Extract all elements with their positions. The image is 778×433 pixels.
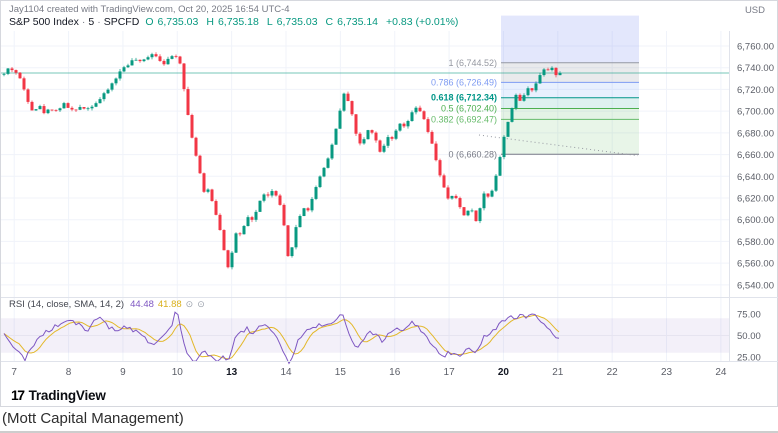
svg-text:6,580.00: 6,580.00 — [737, 237, 774, 248]
svg-text:7: 7 — [11, 367, 17, 378]
symbol-name[interactable]: S&P 500 Index — [9, 16, 79, 28]
attribution-line: Jay1104 created with TradingView.com, Oc… — [9, 4, 290, 15]
fib-retracement-overlay — [501, 15, 639, 155]
svg-text:6,700.00: 6,700.00 — [737, 107, 774, 118]
high-value: H 6,735.18 — [206, 16, 259, 28]
svg-text:6,620.00: 6,620.00 — [737, 193, 774, 204]
svg-text:6,680.00: 6,680.00 — [737, 128, 774, 139]
tradingview-logo-icon[interactable]: 17 — [11, 387, 25, 403]
separator-dot: · — [97, 16, 101, 28]
svg-text:13: 13 — [226, 367, 238, 378]
chart-card: 1 (6,744.52) 0.786 (6,726.49) 0.618 (6,712… — [0, 0, 778, 407]
currency-label: USD — [744, 5, 765, 16]
svg-text:1 (6,744.52): 1 (6,744.52) — [448, 58, 497, 68]
svg-text:15: 15 — [335, 367, 347, 378]
svg-text:21: 21 — [552, 367, 564, 378]
ohlc-values: O 6,735.03 H 6,735.18 L 6,735.03 C 6,735.14 +0.8… — [145, 16, 462, 28]
svg-text:8: 8 — [66, 367, 72, 378]
candles — [2, 52, 562, 270]
rsi-legend: RSI (14, close, SMA, 14, 2) 44.48 41.88 ⊙ ⊙ — [9, 299, 205, 310]
svg-text:0.786 (6,726.49): 0.786 (6,726.49) — [431, 77, 497, 87]
svg-text:6,720.00: 6,720.00 — [737, 85, 774, 96]
svg-text:0.618 (6,712.34): 0.618 (6,712.34) — [431, 93, 497, 103]
svg-text:50.00: 50.00 — [737, 331, 761, 342]
rsi-toggle-icon-1[interactable]: ⊙ — [185, 299, 194, 309]
rsi-ma-line — [3, 314, 560, 360]
svg-text:17: 17 — [444, 367, 456, 378]
tradingview-wordmark[interactable]: TradingView — [28, 387, 106, 403]
symbol-legend: S&P 500 Index · 5 · SPCFD O 6,735.03 H 6,735.18 L… — [9, 16, 462, 28]
rsi-line — [3, 311, 560, 365]
svg-text:6,760.00: 6,760.00 — [737, 42, 774, 53]
svg-text:16: 16 — [389, 367, 401, 378]
rsi-value: 44.48 — [130, 299, 154, 310]
svg-text:6,540.00: 6,540.00 — [737, 280, 774, 291]
svg-text:75.00: 75.00 — [737, 310, 761, 321]
svg-text:6,600.00: 6,600.00 — [737, 215, 774, 226]
open-value: O 6,735.03 — [145, 16, 199, 28]
rsi-ma-value: 41.88 — [157, 299, 182, 310]
svg-text:6,640.00: 6,640.00 — [737, 172, 774, 183]
svg-text:10: 10 — [172, 367, 184, 378]
separator-dot: · — [81, 16, 86, 28]
svg-text:23: 23 — [661, 367, 673, 378]
svg-text:22: 22 — [607, 367, 619, 378]
change-value: +0.83 (+0.01%) — [386, 16, 459, 28]
svg-text:6,660.00: 6,660.00 — [737, 150, 774, 161]
svg-text:6,740.00: 6,740.00 — [737, 63, 774, 74]
low-value: L 6,735.03 — [266, 16, 318, 28]
rsi-toggle-icon-2[interactable]: ⊙ — [197, 299, 205, 309]
svg-text:0.382 (6,692.47): 0.382 (6,692.47) — [431, 114, 497, 124]
chart-canvas[interactable]: 1 (6,744.52) 0.786 (6,726.49) 0.618 (6,712… — [1, 1, 778, 385]
caption-text: (Mott Capital Management) — [2, 410, 184, 427]
close-value: C 6,735.14 — [325, 16, 379, 28]
svg-text:0 (6,660.28): 0 (6,660.28) — [448, 149, 497, 159]
svg-text:9: 9 — [120, 367, 126, 378]
svg-text:20: 20 — [498, 367, 510, 378]
svg-text:24: 24 — [715, 367, 727, 378]
rsi-title: RSI (14, close, SMA, 14, 2) — [9, 299, 125, 310]
exchange-label: SPCFD — [103, 16, 140, 28]
interval-label[interactable]: 5 — [88, 16, 95, 28]
trendline — [478, 134, 639, 157]
svg-text:25.00: 25.00 — [737, 353, 761, 364]
tradingview-attribution[interactable]: 17 TradingView — [11, 387, 106, 403]
image-caption: (Mott Capital Management) — [0, 407, 778, 433]
svg-text:14: 14 — [280, 367, 292, 378]
svg-text:6,560.00: 6,560.00 — [737, 259, 774, 270]
svg-text:0.5 (6,702.40): 0.5 (6,702.40) — [441, 104, 497, 114]
